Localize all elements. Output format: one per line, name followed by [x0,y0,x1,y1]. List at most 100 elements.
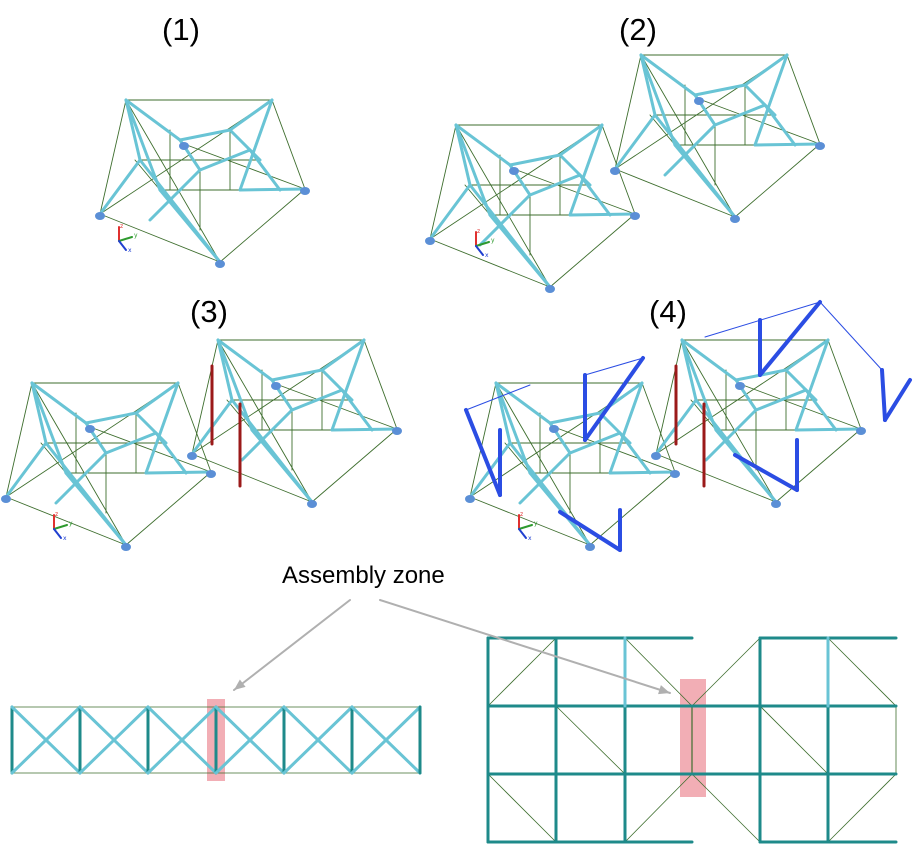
support-node [610,167,620,175]
thin-member [504,442,531,474]
truss-member [663,123,717,177]
plan-diagonal [146,705,218,775]
truss-member [238,187,307,192]
thin-member [681,339,777,503]
truss-member [124,98,182,142]
axis-y-letter: y [534,520,538,527]
thin-member [363,339,398,430]
support-node [771,500,781,508]
axis-x-arrow [53,528,62,539]
truss-member [230,398,314,504]
thin-member [134,159,161,191]
support-node [85,425,95,433]
truss-member [148,168,202,222]
truss-member [98,158,142,216]
support-node [307,500,317,508]
truss-member [320,368,354,402]
thin-member [40,442,67,474]
thin-member [553,426,676,473]
thin-member [275,383,398,430]
axis-z-letter: z [55,511,58,518]
axis-y-letter: y [134,232,138,239]
thin-member [31,382,127,546]
truss-member [124,98,162,192]
added-member [733,453,799,492]
thin-member [125,99,221,263]
axis-x-arrow [475,245,484,256]
support-node [545,285,555,293]
thin-member [429,238,551,288]
panel-label-3: (3) [190,294,228,329]
thin-member [698,98,821,145]
truss-member [320,338,366,372]
support-node [300,187,310,195]
plan-diagonal [624,773,693,843]
truss-member [704,408,758,462]
support-node [121,543,131,551]
truss-member [240,408,294,462]
truss-member [30,381,48,445]
thin-member [311,428,398,503]
truss-member [693,83,747,97]
truss-member [568,123,604,217]
support-node [465,495,475,503]
truss-member [138,158,222,264]
truss-member [508,153,562,167]
axis-y-arrow [118,236,133,242]
support-node [95,212,105,220]
plan-diagonal [10,705,82,775]
truss-member [653,113,737,219]
truss-member [104,431,158,455]
truss-member [144,470,213,475]
axis-z-letter: z [477,228,480,235]
support-node [856,427,866,435]
thin-member [614,168,736,218]
thin-member [641,382,676,473]
axis-x-letter: x [63,535,67,542]
truss-member [794,427,863,432]
truss-member [134,381,180,415]
plan-diagonal [624,637,693,707]
thin-member [219,188,306,263]
axis-x-letter: x [128,247,132,254]
axis-z-letter: z [120,223,123,230]
thin-member [775,428,862,503]
panel-label-2: (2) [619,12,657,47]
truss-member [178,128,232,142]
plan-diagonal [214,705,286,775]
thin-member [513,168,636,215]
truss-member [784,368,818,402]
thin-member [549,213,636,288]
axis-y-arrow [53,524,68,530]
truss-member [639,53,697,97]
plan-diagonal [827,637,897,707]
truss-member [468,183,552,289]
thin-member [655,339,683,455]
thin-member [455,124,551,288]
thin-member [614,54,642,170]
truss-member [784,338,830,372]
axis-x-arrow [118,240,127,251]
support-node [179,142,189,150]
truss-member [478,193,532,247]
panel-3-structure: z y x [1,338,402,551]
truss-member [753,53,789,147]
truss-member [508,441,592,547]
truss-member [216,338,234,402]
truss-member [680,338,698,402]
support-node [651,452,661,460]
truss-member [568,212,637,217]
truss-member [494,381,552,425]
truss-member [753,142,822,147]
truss-member [754,388,808,412]
added-member [583,356,645,442]
thin-member [89,426,212,473]
panel-4-structure: z y x [464,300,912,552]
added-tie [584,357,644,376]
truss-member [528,173,582,197]
truss-member [228,98,274,132]
truss-member [198,148,252,172]
support-node [509,167,519,175]
thin-member [786,54,821,145]
thin-member [217,339,313,503]
